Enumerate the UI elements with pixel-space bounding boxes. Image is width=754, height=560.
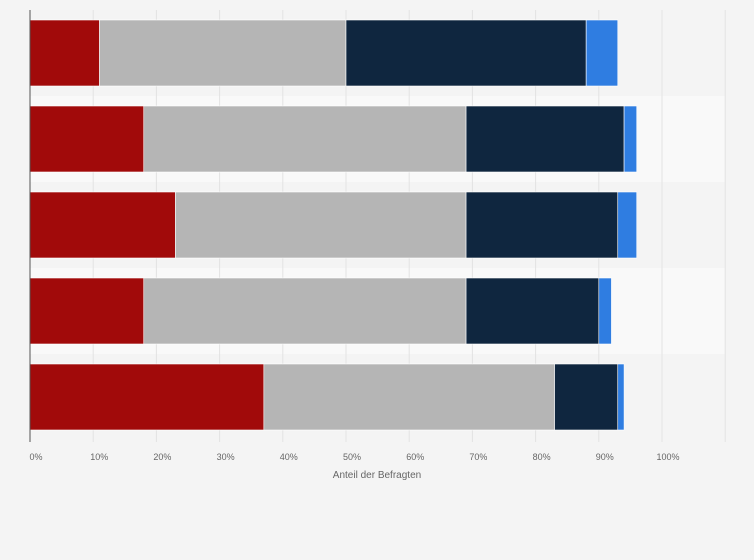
x-tick-label: 10% — [90, 452, 108, 462]
bar-segment-row2-series3 — [465, 105, 625, 173]
x-tick-label: 20% — [153, 452, 171, 462]
bar-segment-row4-series3 — [465, 277, 600, 345]
bar-segment-row3-series3 — [465, 191, 619, 259]
x-tick-label: 60% — [406, 452, 424, 462]
bar-segment-row4-series1 — [29, 277, 145, 345]
bar-segment-row5-series2 — [263, 363, 555, 431]
x-tick-label: 30% — [217, 452, 235, 462]
bar-segment-row1-series3 — [345, 19, 587, 87]
bar-segment-row1-series4 — [585, 19, 619, 87]
bar-segment-row3-series1 — [29, 191, 176, 259]
bar-segment-row1-series2 — [99, 19, 347, 87]
x-tick-label: 80% — [533, 452, 551, 462]
x-tick-label: 40% — [280, 452, 298, 462]
bar-segment-row5-series1 — [29, 363, 265, 431]
bar-segment-row3-series4 — [617, 191, 638, 259]
bars — [29, 19, 638, 431]
x-tick-label: 50% — [343, 452, 361, 462]
x-tick-labels: 0% 10% 20% 30% 40% 50% 60% 70% 80% 90% 100% — [29, 452, 679, 462]
bar-segment-row5-series4 — [617, 363, 625, 431]
bar-segment-row4-series2 — [143, 277, 467, 345]
x-axis-title: Anteil der Befragten — [333, 470, 421, 481]
x-tick-label: 90% — [596, 452, 614, 462]
bar-segment-row2-series1 — [29, 105, 145, 173]
x-tick-label: 0% — [29, 452, 42, 462]
bar-segment-row2-series2 — [143, 105, 467, 173]
x-tick-label: 70% — [469, 452, 487, 462]
bar-segment-row1-series1 — [29, 19, 100, 87]
bar-segment-row2-series4 — [623, 105, 638, 173]
x-tick-label: 100% — [656, 452, 679, 462]
bar-segment-row5-series3 — [554, 363, 619, 431]
bar-segment-row4-series4 — [598, 277, 612, 345]
bar-segment-row3-series2 — [175, 191, 467, 259]
